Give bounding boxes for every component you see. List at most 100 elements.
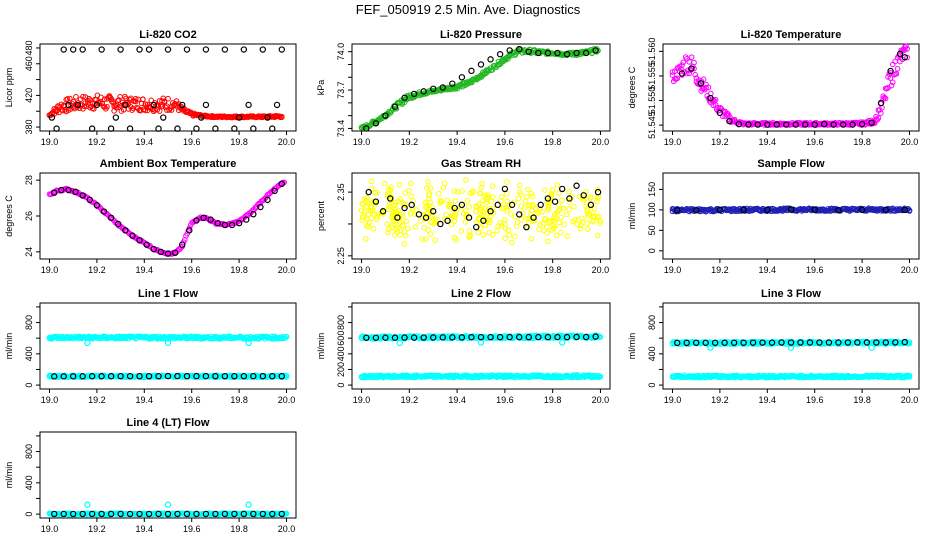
x-tick-label: 19.2 (88, 524, 106, 534)
data-point (582, 333, 590, 341)
series-high-rate (46, 179, 287, 257)
chart-title: Ambient Box Temperature (100, 158, 237, 170)
data-point (212, 372, 219, 380)
series-2-5-min-average (51, 372, 285, 380)
data-point (501, 216, 508, 223)
data-point (506, 47, 513, 54)
data-point (117, 510, 124, 518)
x-tick-label: 20.0 (592, 137, 610, 147)
data-point (473, 204, 479, 210)
data-point (523, 193, 530, 200)
x-tick-label: 19.4 (759, 137, 777, 147)
y-tick-label: 51.550 (647, 87, 657, 115)
data-point (448, 201, 454, 208)
data-point (243, 213, 249, 219)
data-point (245, 101, 252, 109)
data-point (573, 49, 580, 57)
data-point (387, 195, 394, 202)
x-tick-label: 19.4 (448, 395, 466, 405)
data-point (368, 178, 375, 185)
x-tick-label: 20.0 (901, 137, 919, 147)
data-point (716, 206, 724, 214)
data-point (372, 120, 380, 127)
data-point (580, 192, 587, 199)
data-point (792, 121, 799, 128)
data-point (858, 206, 866, 214)
data-point (240, 46, 248, 53)
data-point (430, 220, 436, 227)
data-point (79, 46, 86, 53)
data-point (273, 101, 281, 109)
data-point (556, 202, 562, 208)
x-tick-label: 19.4 (136, 265, 154, 275)
data-point (240, 510, 248, 518)
data-point (397, 196, 404, 202)
data-point (240, 372, 248, 380)
data-point (51, 189, 58, 196)
series-2-5-min-average (48, 46, 285, 132)
data-point (231, 372, 238, 380)
data-point (365, 188, 372, 196)
data-point (221, 46, 229, 53)
data-point (432, 237, 438, 244)
data-point (559, 197, 565, 204)
data-point (504, 198, 511, 205)
x-tick-label: 20.0 (278, 137, 296, 147)
data-point (477, 210, 484, 217)
x-tick-label: 19.0 (41, 137, 59, 147)
x-tick-label: 19.6 (183, 395, 201, 405)
x-tick-label: 20.0 (592, 265, 610, 275)
data-point (58, 186, 65, 194)
data-point (707, 344, 714, 351)
chart-title: Gas Stream RH (441, 158, 521, 170)
data-point (520, 210, 526, 217)
x-tick-label: 19.4 (759, 395, 777, 405)
x-tick-label: 19.0 (664, 395, 682, 405)
data-point (93, 202, 101, 209)
data-point (484, 191, 491, 198)
plot-frame (351, 43, 611, 132)
data-point (506, 333, 513, 341)
data-point (391, 334, 399, 341)
data-point (202, 46, 210, 53)
data-point (440, 184, 447, 191)
data-point (403, 218, 410, 225)
data-point (453, 236, 459, 243)
data-point (259, 46, 267, 53)
data-point (264, 114, 271, 121)
data-point (113, 105, 120, 111)
data-point (245, 501, 252, 508)
data-point (504, 191, 510, 197)
data-point (228, 221, 236, 229)
x-tick-label: 19.0 (353, 265, 371, 275)
data-point (707, 94, 714, 102)
x-tick-label: 19.6 (496, 395, 514, 405)
data-point (363, 125, 370, 132)
data-point (552, 211, 558, 218)
data-point (527, 202, 534, 209)
x-tick-label: 20.0 (278, 265, 296, 275)
data-point (412, 224, 419, 230)
chart-title: Sample Flow (757, 158, 825, 170)
data-point (754, 121, 762, 128)
chart-title: Li-820 Temperature (741, 29, 842, 41)
data-point (470, 188, 476, 194)
data-point (749, 339, 757, 346)
data-point (524, 374, 531, 380)
chart-title: Line 1 Flow (138, 288, 198, 300)
data-point (521, 204, 528, 211)
data-point (447, 202, 453, 209)
series-high-rate (46, 333, 290, 342)
data-point (384, 221, 391, 227)
data-point (451, 204, 458, 212)
data-point (787, 339, 795, 346)
data-point (451, 188, 458, 194)
chart-title: Li-820 CO2 (139, 29, 196, 41)
data-point (80, 93, 86, 100)
data-point (566, 195, 573, 202)
data-point (585, 213, 592, 219)
y-tick-label: 800 (24, 315, 34, 330)
data-point (69, 46, 77, 53)
chart-ambient: Ambient Box Temperature degrees C 19.0 19.2… (4, 158, 297, 275)
data-point (150, 245, 157, 253)
